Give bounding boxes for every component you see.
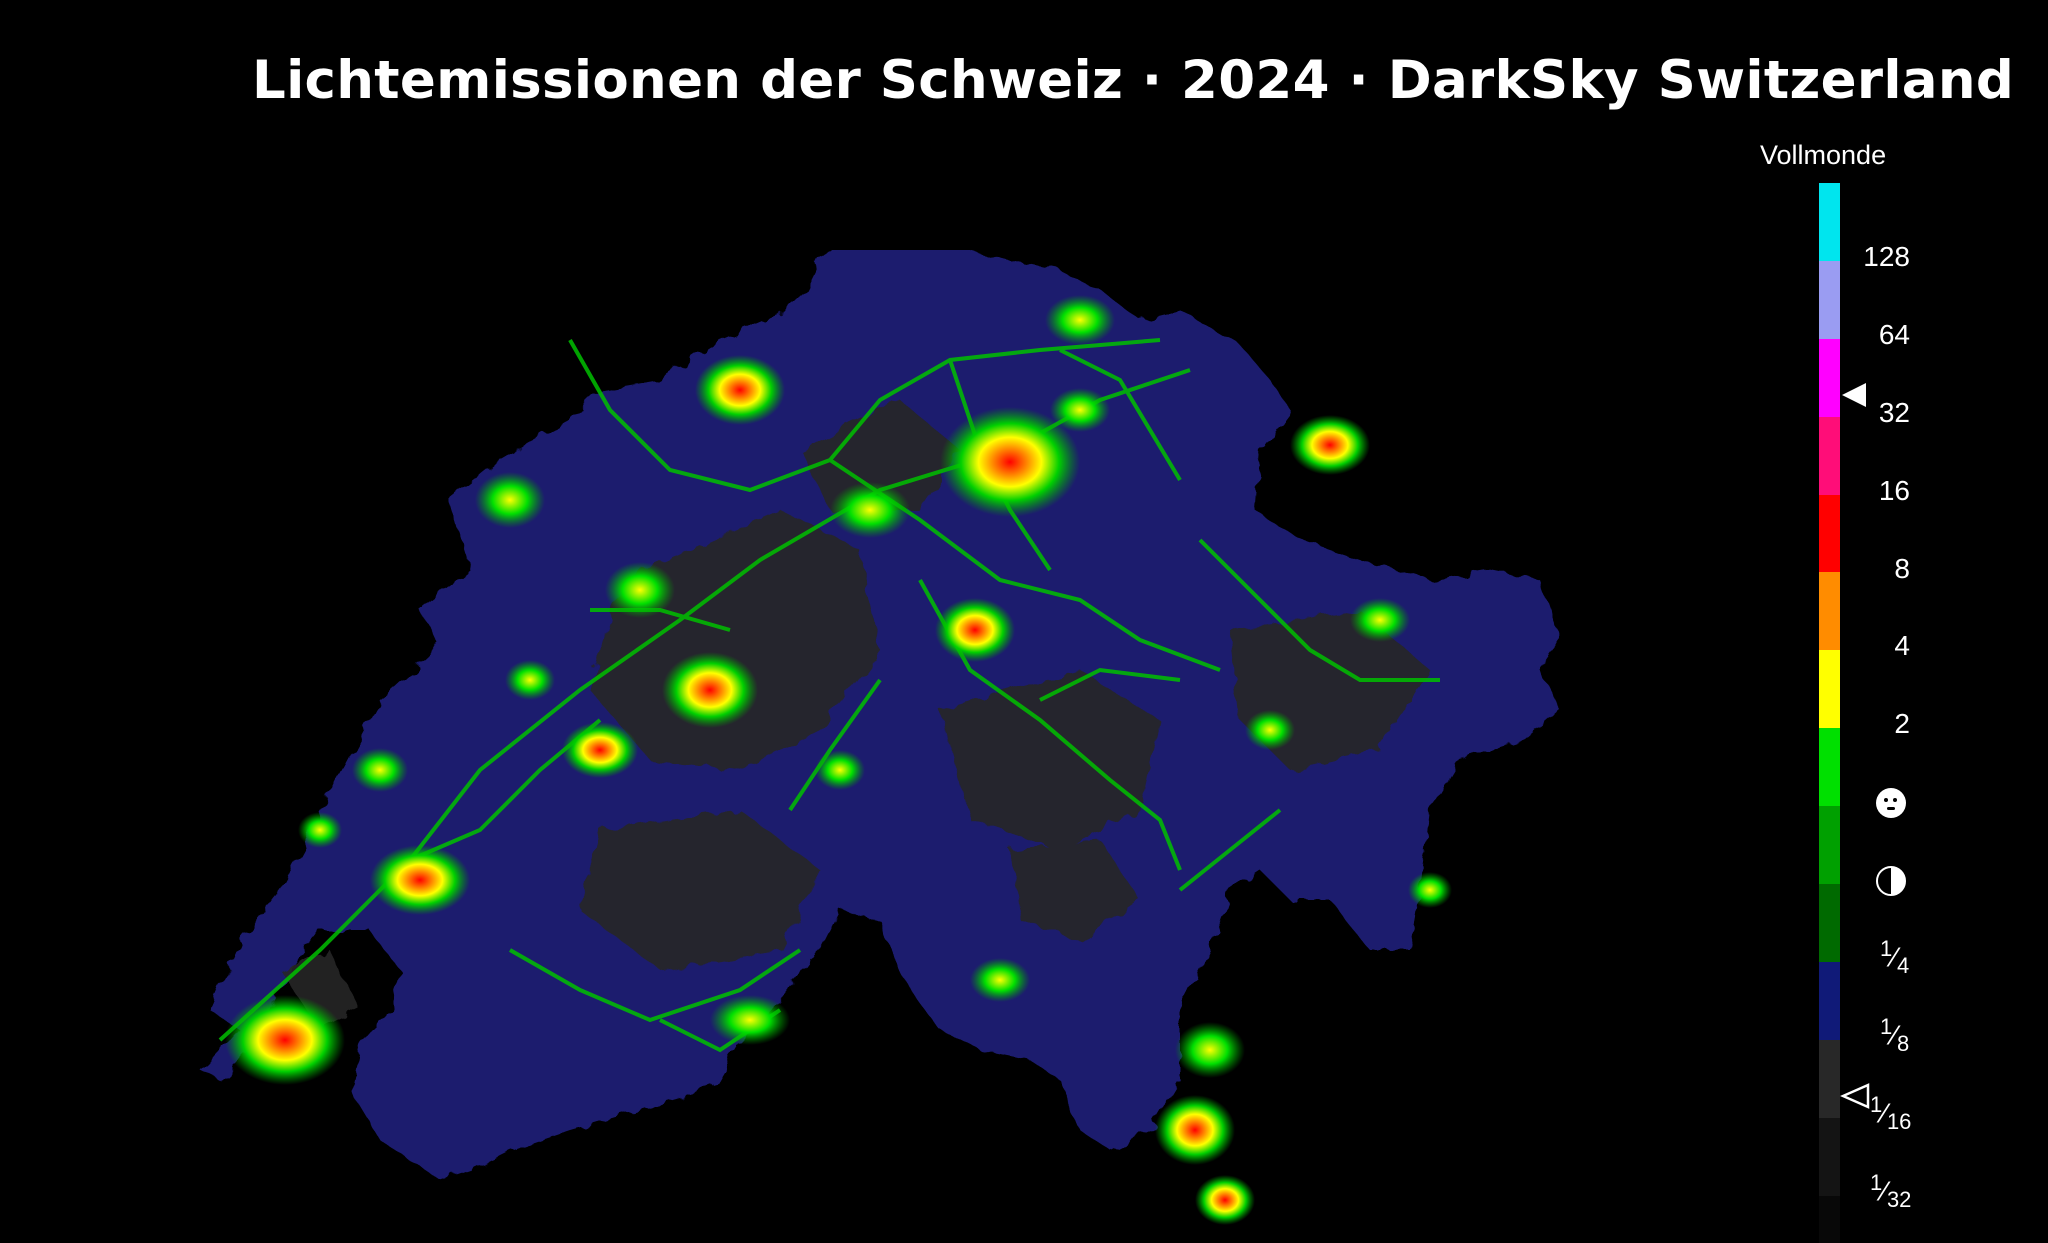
legend-fraction-1-32: 1⁄32 (1870, 1169, 1912, 1212)
legend-swatch-8 (1819, 806, 1840, 885)
legend-tick-8: 8 (1894, 552, 1910, 584)
fraction-numerator: 1 (1880, 936, 1893, 961)
glow-valais (710, 995, 790, 1045)
legend-color-bar (1819, 183, 1840, 1243)
legend-swatch-2 (1819, 338, 1840, 417)
glow-bellinzona (1175, 1022, 1245, 1078)
glow-winterthur (1045, 295, 1115, 345)
legend-swatch-6 (1819, 650, 1840, 729)
legend-swatch-7 (1819, 728, 1840, 807)
glow-davos (1408, 872, 1452, 908)
fraction-denominator: 16 (1886, 1108, 1912, 1134)
glow-yverdon (352, 748, 408, 792)
fraction-numerator: 1 (1870, 1091, 1883, 1117)
legend-tick-4: 4 (1894, 630, 1910, 662)
glow-st-gallen (1290, 415, 1370, 475)
legend-swatch-3 (1819, 416, 1840, 495)
glow-lucerne (935, 598, 1015, 662)
legend-swatch-12 (1819, 1117, 1840, 1196)
glow-aarau (830, 482, 910, 538)
fraction-numerator: 1 (1870, 1169, 1883, 1195)
glow-bern (662, 652, 758, 728)
switzerland-light-map (180, 250, 1720, 1240)
legend-swatch-4 (1819, 494, 1840, 573)
map-title: Lichtemissionen der Schweiz · 2024 · Dar… (252, 50, 2015, 111)
legend-swatch-9 (1819, 884, 1840, 962)
legend-tick-64: 64 (1878, 318, 1910, 350)
glow-jura-south (298, 812, 342, 848)
fraction-denominator: 4 (1896, 952, 1910, 978)
legend-tick-16: 16 (1878, 474, 1910, 506)
fraction-numerator: 1 (1880, 1013, 1893, 1039)
glow-thun (815, 750, 865, 790)
glow-lugano (1155, 1095, 1235, 1165)
glow-chur (1350, 598, 1410, 642)
glow-lausanne (370, 845, 470, 915)
legend-swatch-11 (1819, 1039, 1840, 1118)
glow-fribourg (562, 722, 638, 778)
legend-swatch-1 (1819, 260, 1840, 339)
legend-swatch-0 (1819, 183, 1840, 261)
city-glows (225, 295, 1452, 1225)
legend-title: Vollmonde (1760, 140, 1887, 170)
half-moon-icon (1876, 866, 1906, 897)
legend-tick-128: 128 (1863, 240, 1910, 272)
glow-basel (695, 355, 785, 425)
glow-payerne (505, 660, 555, 700)
fraction-denominator: 32 (1886, 1186, 1912, 1212)
legend-tick-32: 32 (1878, 396, 1910, 428)
legend-swatch-13 (1819, 1195, 1840, 1243)
glow-north (1050, 388, 1110, 432)
threshold-marker-hollow (1840, 1083, 1870, 1109)
glow-neuchatel (475, 472, 545, 528)
glow-biel (605, 562, 675, 618)
dark-regions (280, 400, 1430, 1030)
fraction-denominator: 8 (1896, 1030, 1910, 1056)
legend-fraction-1-16: 1⁄16 (1870, 1091, 1912, 1134)
glow-geneva (225, 995, 345, 1085)
legend-swatch-10 (1819, 961, 1840, 1040)
current-level-marker-filled (1842, 383, 1866, 407)
glow-glarus (1245, 710, 1295, 750)
legend-fraction-1-8: 1⁄8 (1880, 1013, 1910, 1056)
glow-sion (970, 958, 1030, 1002)
glow-mendrisio (1195, 1175, 1255, 1225)
map-canvas (200, 250, 1560, 1225)
full-moon-icon (1876, 788, 1906, 819)
legend-tick-2: 2 (1894, 708, 1910, 740)
country-shape (200, 250, 1560, 1180)
glow-zurich (940, 407, 1080, 517)
legend-swatch-5 (1819, 572, 1840, 651)
legend-fraction-1-4: 1⁄4 (1880, 936, 1910, 978)
